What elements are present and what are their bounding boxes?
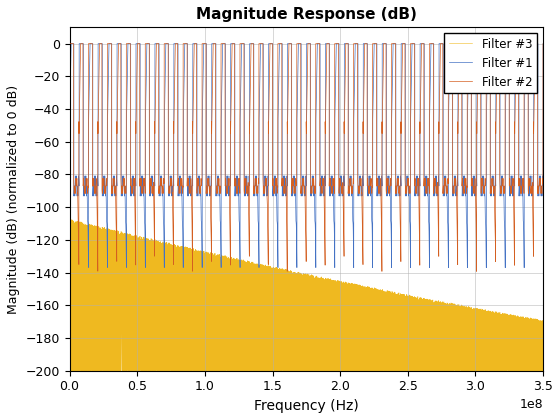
X-axis label: Frequency (Hz): Frequency (Hz) — [254, 399, 359, 413]
Filter #2 — [495, 41, 502, 46]
Filter #2 — [368, 176, 375, 181]
Title: Magnitude Response (dB): Magnitude Response (dB) — [196, 7, 417, 22]
Legend: Filter #3, Filter #1, Filter #2: Filter #3, Filter #1, Filter #2 — [444, 33, 537, 93]
Y-axis label: Magnitude (dB) (normalized to 0 dB): Magnitude (dB) (normalized to 0 dB) — [7, 84, 20, 314]
Filter #3 — [67, 368, 73, 373]
Filter #1 — [77, 41, 84, 46]
Filter #3 — [540, 348, 547, 353]
Filter #1 — [540, 41, 547, 46]
Filter #1 — [495, 41, 502, 46]
Filter #3 — [67, 217, 74, 222]
Line: Filter #3: Filter #3 — [69, 219, 543, 371]
Filter #2 — [517, 178, 524, 184]
Filter #3 — [495, 354, 502, 360]
Filter #2 — [316, 41, 323, 46]
Filter #2 — [77, 44, 84, 49]
Line: Filter #1: Filter #1 — [69, 44, 543, 268]
Filter #3 — [517, 355, 524, 360]
Filter #1 — [517, 188, 524, 193]
Filter #1 — [68, 41, 74, 46]
Filter #3 — [316, 297, 323, 302]
Filter #1 — [124, 56, 131, 61]
Filter #3 — [66, 294, 73, 299]
Filter #2 — [66, 41, 73, 46]
Filter #2 — [124, 41, 131, 46]
Filter #1 — [316, 41, 323, 46]
Filter #2 — [473, 269, 480, 274]
Filter #1 — [521, 265, 528, 270]
Filter #3 — [124, 297, 131, 302]
Filter #1 — [66, 123, 73, 128]
Filter #3 — [368, 304, 375, 309]
Filter #2 — [540, 41, 547, 46]
Line: Filter #2: Filter #2 — [69, 44, 543, 271]
Filter #3 — [77, 366, 84, 371]
Filter #1 — [368, 184, 375, 189]
